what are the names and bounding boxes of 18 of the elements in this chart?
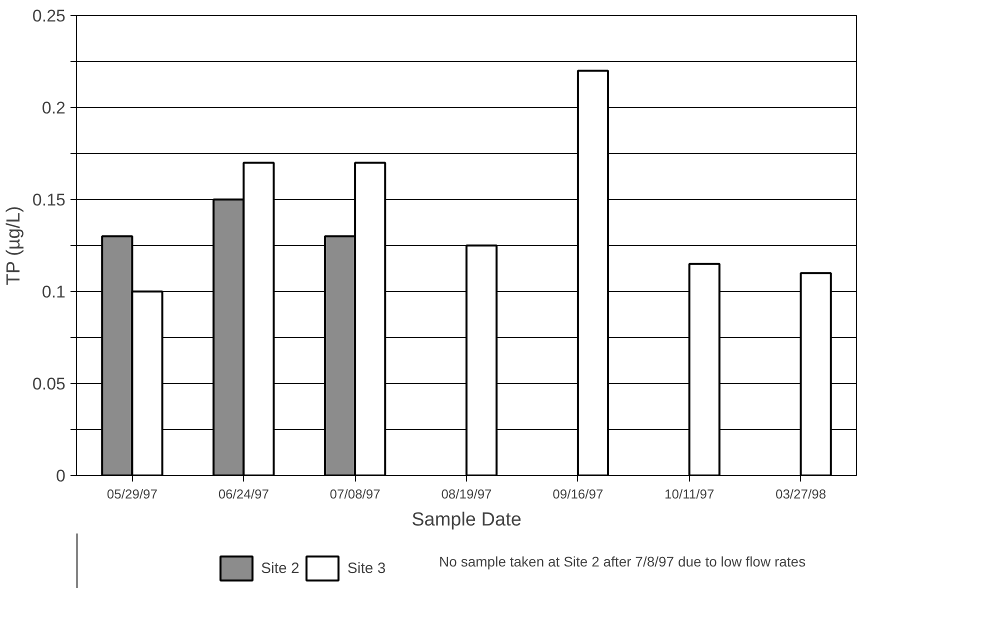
y-tick-label: 0	[56, 466, 66, 486]
x-tick-label: 07/08/97	[330, 486, 380, 502]
x-axis-title: Sample Date	[412, 510, 522, 530]
y-tick-label: 0.1	[42, 282, 66, 302]
y-axis-title: TP (µg/L)	[3, 206, 24, 286]
x-tick-label: 06/24/97	[218, 486, 269, 502]
legend-label: Site 3	[347, 560, 386, 576]
text: No sample taken at Site 2 after 7/8/97 due to low flow rates	[439, 553, 806, 570]
y-tick-label: 0.2	[42, 98, 66, 118]
y-tick-label: 0.05	[32, 374, 66, 394]
x-tick-label: 03/27/98	[775, 486, 826, 502]
x-tick-label: 08/19/97	[441, 486, 492, 502]
x-tick-label: 10/11/97	[664, 486, 714, 502]
x-tick-label: 05/29/97	[106, 486, 158, 502]
legend-label: Site 2	[261, 560, 300, 576]
y-tick-label: 0.15	[32, 190, 66, 210]
x-tick-label: 09/16/97	[552, 486, 604, 502]
y-tick-label: 0.25	[32, 6, 66, 26]
